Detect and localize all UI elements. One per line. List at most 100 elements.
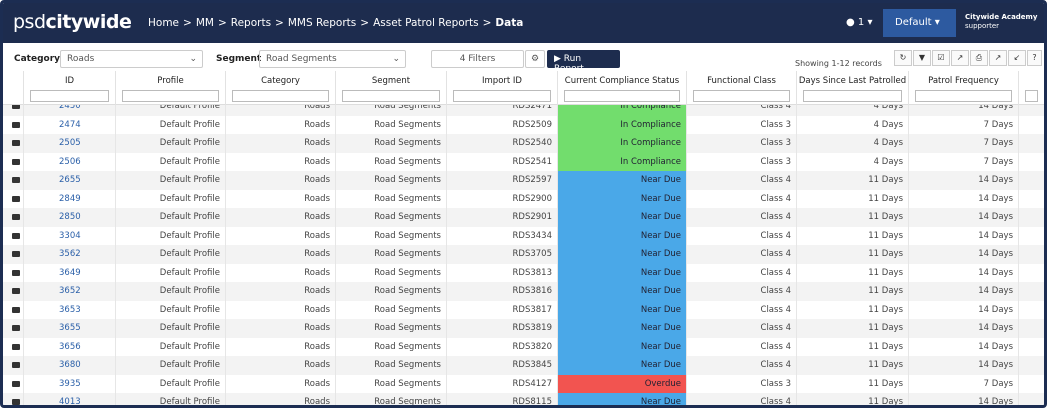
column-filter[interactable]	[453, 90, 551, 102]
cell: 11 Days	[796, 356, 908, 375]
column-filter[interactable]	[564, 90, 680, 102]
row-icon[interactable]	[12, 288, 20, 294]
table-row: 3562Default ProfileRoadsRoad SegmentsRDS…	[3, 245, 1044, 264]
cell: Roads	[225, 245, 335, 264]
cell: Default Profile	[115, 245, 225, 264]
cell: Roads	[225, 105, 335, 116]
column-filter[interactable]	[1025, 90, 1038, 102]
filter-button[interactable]: ▼	[913, 50, 931, 66]
column-header[interactable]: Patrol Frequency	[908, 71, 1018, 105]
column-header[interactable]: Current Compliance Status	[557, 71, 686, 105]
crumb[interactable]: MMS Reports	[288, 17, 356, 29]
record-link[interactable]: 3304	[23, 227, 115, 246]
record-link[interactable]: 3653	[23, 301, 115, 320]
record-link[interactable]: 3656	[23, 338, 115, 357]
category-select[interactable]: Roads⌄	[60, 50, 203, 68]
cell: 14 Days	[908, 190, 1018, 209]
label: Category	[14, 54, 60, 64]
record-link[interactable]: 2450	[23, 105, 115, 116]
cell: Road Segments	[335, 356, 446, 375]
record-link[interactable]: 2849	[23, 190, 115, 209]
cell: Default Profile	[115, 134, 225, 153]
row-icon[interactable]	[12, 251, 20, 257]
row-icon[interactable]	[12, 233, 20, 239]
row-icon[interactable]	[12, 270, 20, 276]
refresh-button[interactable]: ↻	[894, 50, 912, 66]
row-icon[interactable]	[12, 105, 20, 109]
crumb[interactable]: Home	[148, 17, 179, 29]
row-icon[interactable]	[12, 307, 20, 313]
cell: Default Profile	[115, 301, 225, 320]
column-header[interactable]: Category	[225, 71, 335, 105]
record-link[interactable]: 2850	[23, 208, 115, 227]
record-link[interactable]: 3655	[23, 319, 115, 338]
row-icon[interactable]	[12, 159, 20, 165]
column-filter[interactable]	[342, 90, 440, 102]
column-title: Profile	[157, 76, 183, 86]
tool-button[interactable]: ↗	[951, 50, 969, 66]
column-header[interactable]: Profile	[115, 71, 225, 105]
table-row: 3655Default ProfileRoadsRoad SegmentsRDS…	[3, 319, 1044, 338]
row-icon[interactable]	[12, 362, 20, 368]
settings-button[interactable]: ⚙	[525, 50, 545, 68]
row-icon[interactable]	[12, 177, 20, 183]
row-icon[interactable]	[12, 344, 20, 350]
cell: Road Segments	[335, 153, 446, 172]
crumb[interactable]: Reports	[231, 17, 271, 29]
column-filter[interactable]	[915, 90, 1012, 102]
column-header[interactable]: ID	[23, 71, 115, 105]
help-button[interactable]: ?	[1027, 50, 1042, 66]
print-button[interactable]: ⎙	[970, 50, 988, 66]
collapse-button[interactable]: ↙	[1008, 50, 1026, 66]
cell: Roads	[225, 282, 335, 301]
cell	[1018, 264, 1044, 283]
record-link[interactable]: 3935	[23, 375, 115, 394]
column-filter[interactable]	[803, 90, 902, 102]
record-link[interactable]: 3680	[23, 356, 115, 375]
row-icon[interactable]	[12, 140, 20, 146]
record-link[interactable]: 3649	[23, 264, 115, 283]
column-header[interactable]: Functional Class	[686, 71, 796, 105]
row-icon[interactable]	[12, 214, 20, 220]
column-filter[interactable]	[232, 90, 329, 102]
record-link[interactable]: 4013	[23, 393, 115, 408]
record-link[interactable]: 2474	[23, 116, 115, 135]
row-icon[interactable]	[12, 381, 20, 387]
cell: Class 4	[686, 190, 796, 209]
segment-select[interactable]: Road Segments⌄	[259, 50, 406, 68]
row-icon[interactable]	[12, 122, 20, 128]
row-icon[interactable]	[12, 399, 20, 405]
cell: Class 4	[686, 319, 796, 338]
column-header[interactable]: Days Since Last Patrolled	[796, 71, 908, 105]
row-icon[interactable]	[12, 196, 20, 202]
filters-button[interactable]: 4 Filters	[431, 50, 524, 68]
logo-text: psd	[13, 11, 46, 33]
record-link[interactable]: 2506	[23, 153, 115, 172]
record-link[interactable]: 3652	[23, 282, 115, 301]
crumb[interactable]: Asset Patrol Reports	[373, 17, 479, 29]
cell: Roads	[225, 319, 335, 338]
record-link[interactable]: 2505	[23, 134, 115, 153]
record-link[interactable]: 3562	[23, 245, 115, 264]
account-menu[interactable]: Citywide Academysupporter	[965, 13, 1037, 31]
top-bar: psdcitywide Home>MM>Reports>MMS Reports>…	[3, 3, 1044, 43]
row-icon[interactable]	[12, 325, 20, 331]
expand-button[interactable]: ↗	[989, 50, 1007, 66]
column-filter[interactable]	[693, 90, 790, 102]
cell: Default Profile	[115, 375, 225, 394]
user-menu[interactable]: ● 1 ▾	[846, 17, 872, 28]
table-row: 3653Default ProfileRoadsRoad SegmentsRDS…	[3, 301, 1044, 320]
record-link[interactable]: 2655	[23, 171, 115, 190]
column-header[interactable]: Import ID	[446, 71, 557, 105]
cell: Roads	[225, 134, 335, 153]
profile-button[interactable]: Default ▾	[883, 9, 956, 37]
column-header[interactable]: Segment	[335, 71, 446, 105]
logo[interactable]: psdcitywide	[13, 11, 131, 33]
run-report-button[interactable]: ▶ Run Report	[547, 50, 620, 68]
tool-button[interactable]: ☑	[932, 50, 950, 66]
cell: Roads	[225, 116, 335, 135]
cell: 14 Days	[908, 171, 1018, 190]
column-filter[interactable]	[30, 90, 109, 102]
column-filter[interactable]	[122, 90, 219, 102]
crumb[interactable]: MM	[196, 17, 214, 29]
